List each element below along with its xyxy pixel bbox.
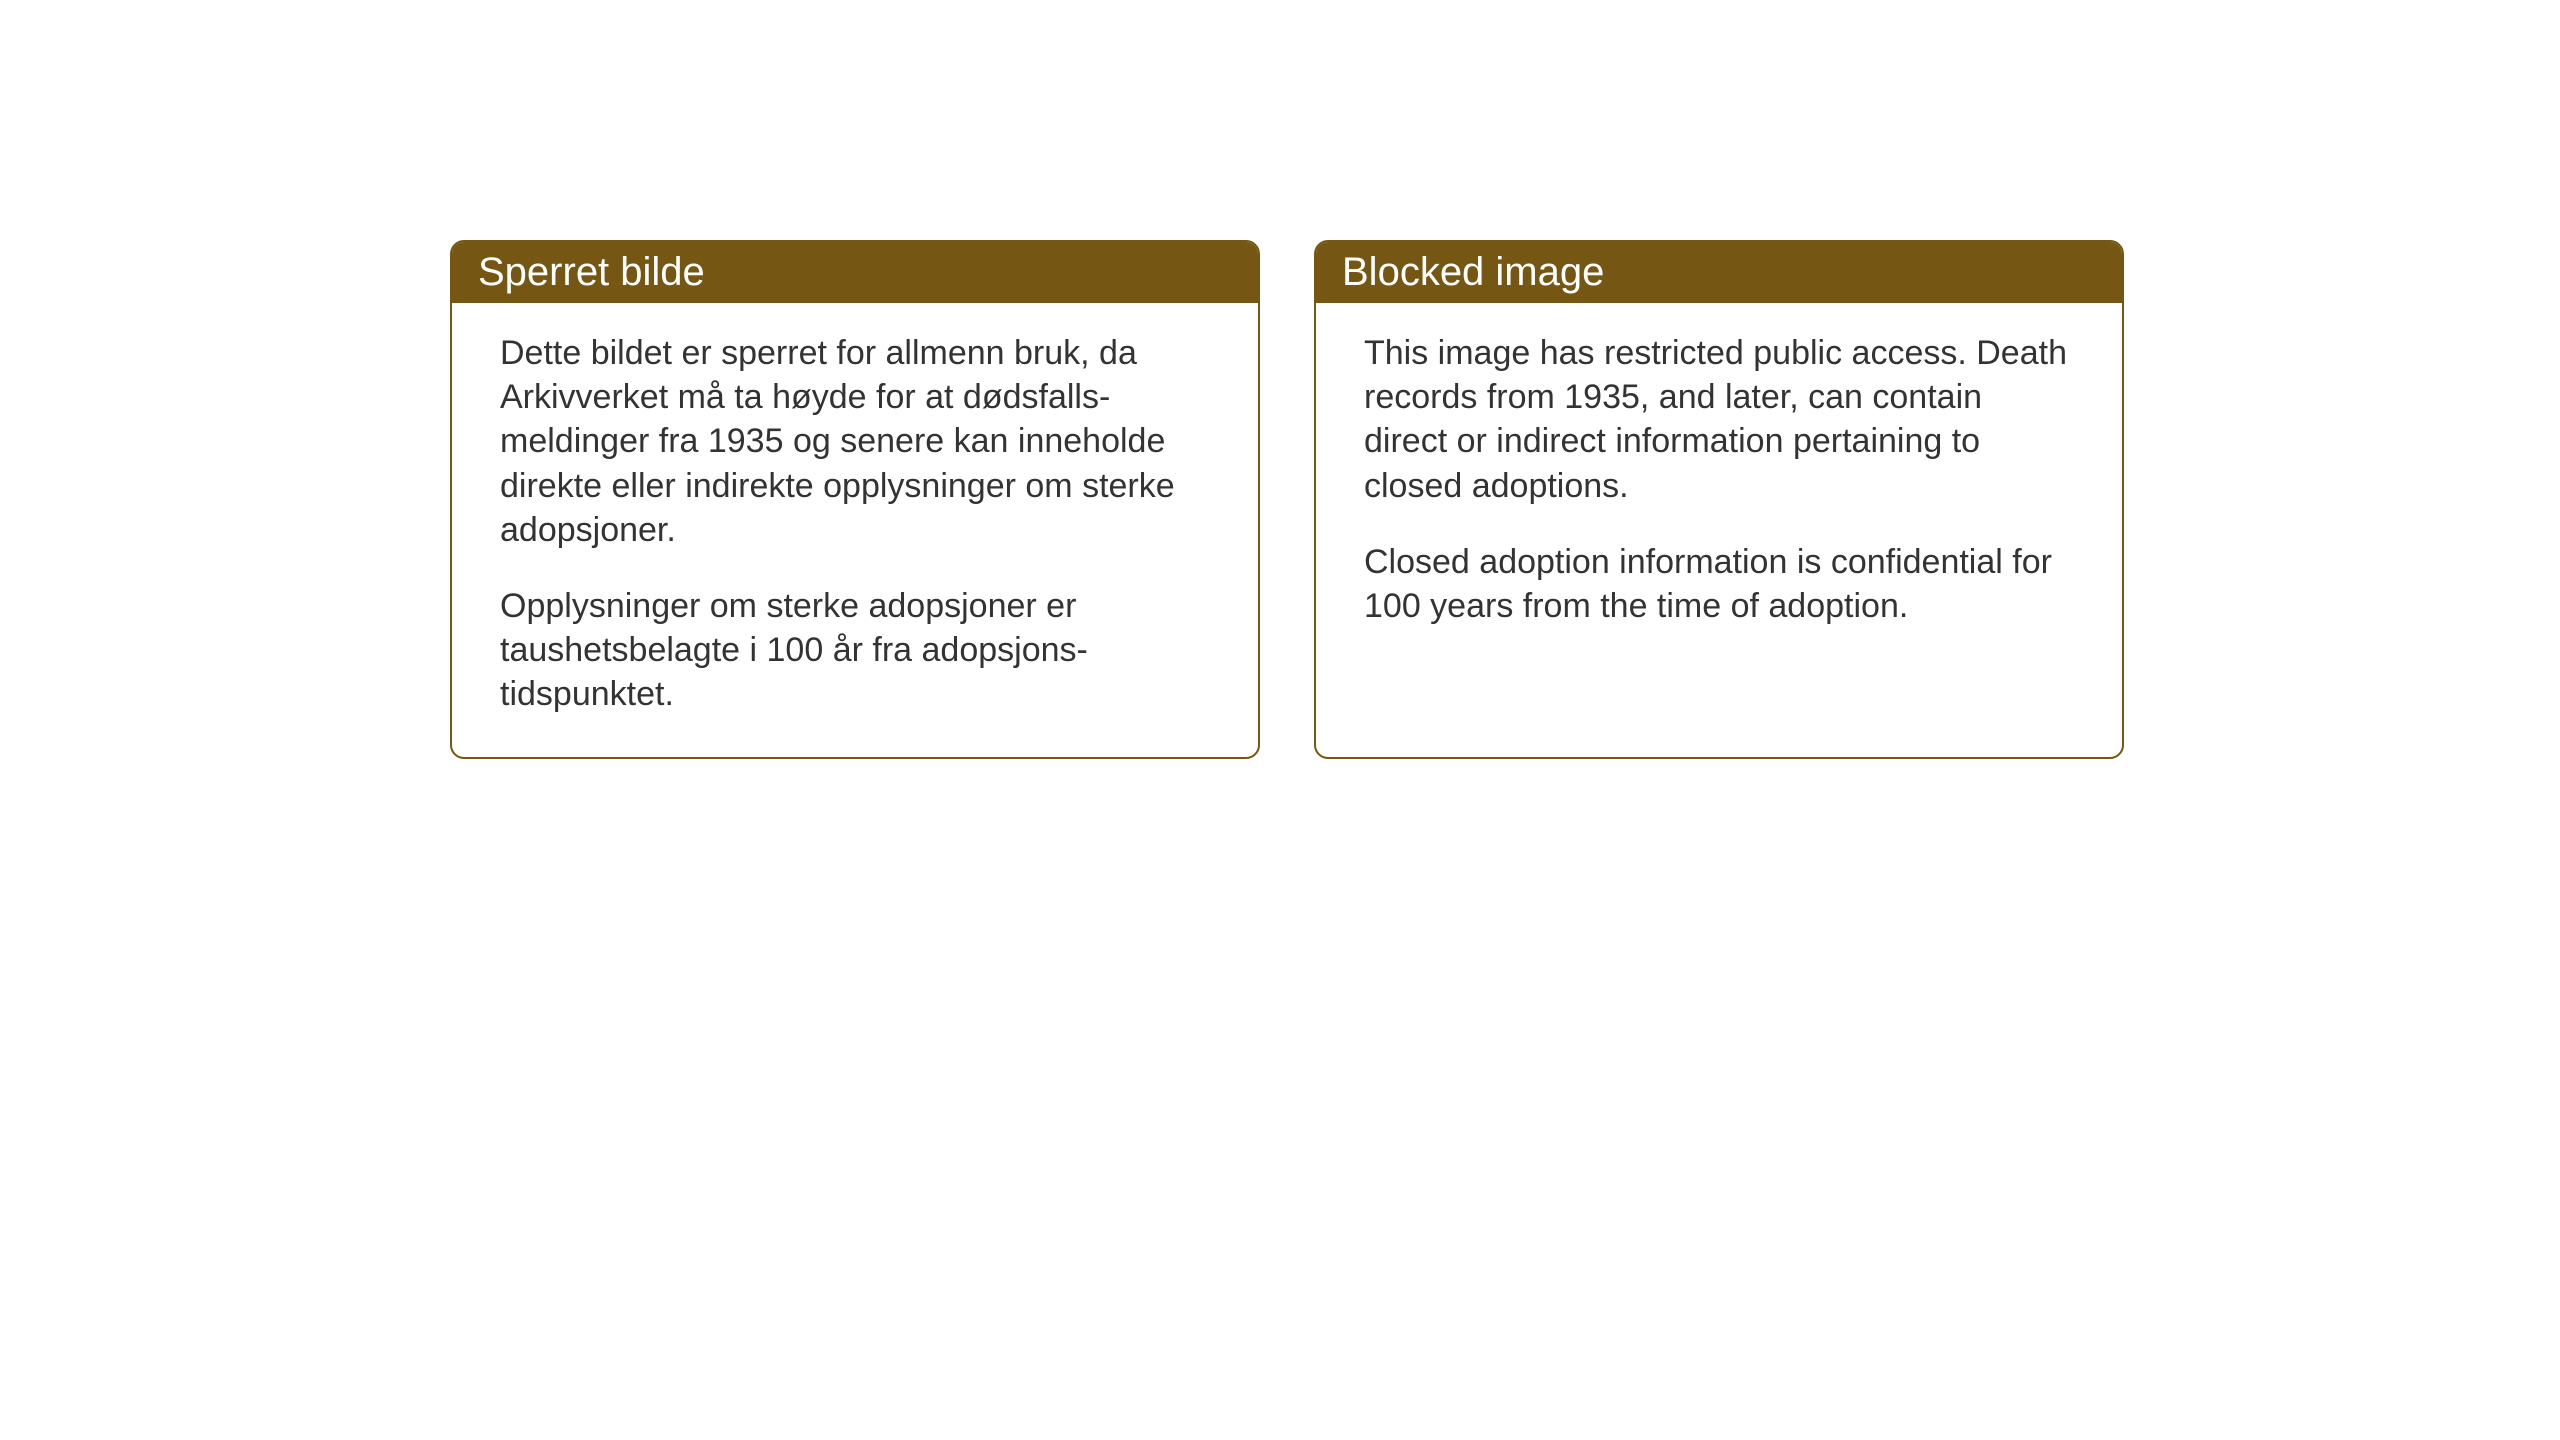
card-paragraph-2-english: Closed adoption information is confident…: [1364, 540, 2074, 628]
card-body-english: This image has restricted public access.…: [1316, 303, 2122, 668]
card-title-english: Blocked image: [1342, 250, 1604, 294]
card-paragraph-1-norwegian: Dette bildet er sperret for allmenn bruk…: [500, 331, 1210, 552]
card-header-english: Blocked image: [1316, 242, 2122, 303]
card-paragraph-2-norwegian: Opplysninger om sterke adopsjoner er tau…: [500, 584, 1210, 717]
notice-card-norwegian: Sperret bilde Dette bildet er sperret fo…: [450, 240, 1260, 759]
notice-card-english: Blocked image This image has restricted …: [1314, 240, 2124, 759]
card-paragraph-1-english: This image has restricted public access.…: [1364, 331, 2074, 508]
card-header-norwegian: Sperret bilde: [452, 242, 1258, 303]
card-body-norwegian: Dette bildet er sperret for allmenn bruk…: [452, 303, 1258, 757]
notice-container: Sperret bilde Dette bildet er sperret fo…: [450, 240, 2124, 759]
card-title-norwegian: Sperret bilde: [478, 250, 705, 294]
